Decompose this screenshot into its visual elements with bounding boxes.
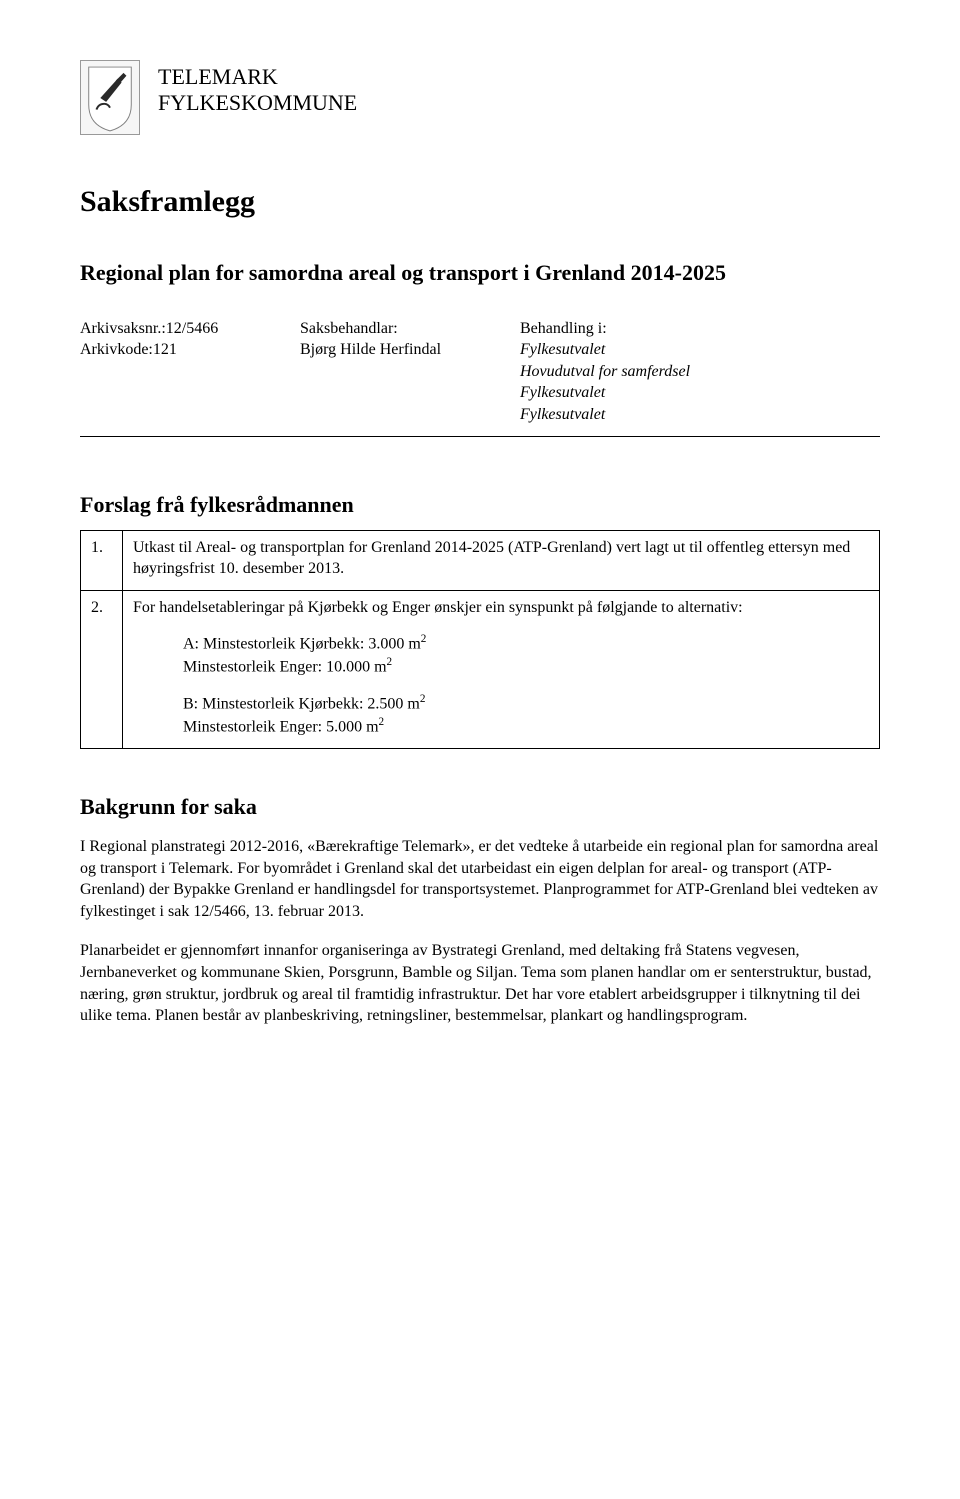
alt-b-line1: B: Minstestorleik Kjørbekk: 2.500 m2 [183,692,869,715]
alt-b-line2: Minstestorleik Enger: 5.000 m2 [183,715,869,738]
alternative-a: A: Minstestorleik Kjørbekk: 3.000 m2 Min… [133,632,869,678]
proposal-num: 1. [81,530,123,590]
crest-svg [81,61,139,134]
meta-separator [80,436,880,437]
proposal-text: For handelsetableringar på Kjørbekk og E… [123,590,880,748]
org-line-2: FYLKESKOMMUNE [158,90,357,116]
header: TELEMARK FYLKESKOMMUNE [80,60,880,135]
arkivkode: Arkivkode:121 [80,339,300,361]
behandling-item: Fylkesutvalet [520,382,880,404]
body-paragraph: Planarbeidet er gjennomført innanfor org… [80,940,880,1026]
meta-archive: Arkivsaksnr.:12/5466 Arkivkode:121 [80,318,300,426]
forslag-heading: Forslag frå fylkesrådmannen [80,492,880,518]
behandling-item: Hovudutval for samferdsel [520,361,880,383]
behandling-label: Behandling i: [520,318,880,340]
alt-a-line2: Minstestorleik Enger: 10.000 m2 [183,655,869,678]
arkivsaksnr: Arkivsaksnr.:12/5466 [80,318,300,340]
alt-a-line1: A: Minstestorleik Kjørbekk: 3.000 m2 [183,632,869,655]
org-line-1: TELEMARK [158,64,357,90]
proposal-table: 1. Utkast til Areal- og transportplan fo… [80,530,880,749]
saksbehandlar-name: Bjørg Hilde Herfindal [300,339,520,361]
proposal-text: Utkast til Areal- og transportplan for G… [123,530,880,590]
meta-caseworker: Saksbehandlar: Bjørg Hilde Herfindal [300,318,520,426]
table-row: 2. For handelsetableringar på Kjørbekk o… [81,590,880,748]
alternative-b: B: Minstestorleik Kjørbekk: 2.500 m2 Min… [133,692,869,738]
county-crest-icon [80,60,140,135]
document-title: Saksframlegg [80,185,880,219]
behandling-item: Fylkesutvalet [520,339,880,361]
page: TELEMARK FYLKESKOMMUNE Saksframlegg Regi… [0,0,960,1105]
proposal-intro: For handelsetableringar på Kjørbekk og E… [133,597,869,619]
plan-title: Regional plan for samordna areal og tran… [80,259,880,288]
bakgrunn-heading: Bakgrunn for saka [80,794,880,820]
body-paragraph: I Regional planstrategi 2012-2016, «Bære… [80,836,880,922]
saksbehandlar-label: Saksbehandlar: [300,318,520,340]
table-row: 1. Utkast til Areal- og transportplan fo… [81,530,880,590]
meta-block: Arkivsaksnr.:12/5466 Arkivkode:121 Saksb… [80,318,880,426]
behandling-item: Fylkesutvalet [520,404,880,426]
meta-behandling: Behandling i: Fylkesutvalet Hovudutval f… [520,318,880,426]
proposal-num: 2. [81,590,123,748]
org-name: TELEMARK FYLKESKOMMUNE [158,60,357,117]
